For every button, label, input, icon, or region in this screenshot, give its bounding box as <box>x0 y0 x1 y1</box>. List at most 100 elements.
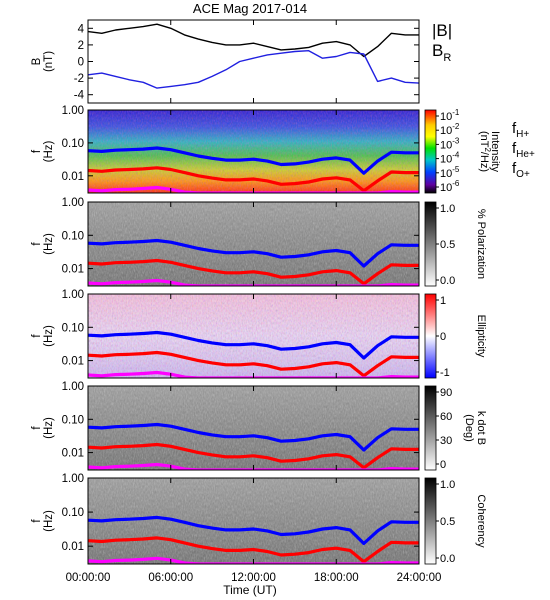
colorbar-tick-exponent: -2 <box>452 122 460 131</box>
y-axis-unit: (Hz) <box>43 417 55 439</box>
gyrofrequency-legend: fH+fHe+fO+ <box>512 120 535 180</box>
panel-intensity: 1.00 0.10 0.01 f (Hz) 10-110-210-310-410-510-… <box>31 105 501 194</box>
colorbar-tick-label: -1 <box>440 367 450 379</box>
y-tick-label: 0.10 <box>62 322 84 334</box>
y-axis-unit: (Hz) <box>43 233 55 255</box>
colorbar-unit: (nT2/Hz) <box>478 131 492 172</box>
x-tick-label: 06:00:00 <box>148 572 193 584</box>
gyrofrequency-line-fHe <box>88 442 419 470</box>
gyrofrequency-line-fH <box>88 422 419 452</box>
gyrofrequency-line-fO <box>88 556 419 564</box>
y-tick-label: 0.10 <box>62 414 84 426</box>
series-line-b-radial <box>88 50 419 89</box>
colorbar-tick-label: 10-4 <box>440 151 460 166</box>
colorbar-tick-label: 0.5 <box>440 239 455 251</box>
colorbar-tick-label: 30 <box>440 435 452 447</box>
legend-gyro-heplus: fHe+ <box>512 140 535 160</box>
y-axis-unit: (nT) <box>43 51 55 72</box>
gyrofrequency-line-fO <box>88 370 419 378</box>
y-tick-label: 0.01 <box>62 171 84 183</box>
y-axis-label: f <box>31 334 43 338</box>
colorbar-tick-label: 1.0 <box>440 203 455 215</box>
colorbar-label: Coherency <box>475 494 487 548</box>
x-tick-label: 00:00:00 <box>66 572 111 584</box>
panel-field: 4 2 0 -2 -4 B (nT) <box>31 19 420 104</box>
colorbar-tick-exponent: -1 <box>452 108 460 117</box>
colorbar <box>424 293 437 379</box>
colorbar-tick-label: 10-6 <box>440 179 460 194</box>
plot-area <box>88 23 419 89</box>
y-axis-label: B <box>31 57 43 65</box>
figure-title: ACE Mag 2017-014 <box>193 1 307 16</box>
gyrofrequency-line-fH <box>88 146 419 175</box>
y-tick-label: -2 <box>74 73 84 85</box>
panel-polarization: 1.00 0.10 0.01 f (Hz) 1.0 0.5 0.0 % Polarization <box>31 197 487 287</box>
colorbar-tick-label: 10-5 <box>440 165 460 180</box>
x-tick-label: 12:00:00 <box>231 572 276 584</box>
field-legend: |B|BR <box>432 21 452 64</box>
legend-gyro-hplus: fH+ <box>512 120 529 140</box>
y-tick-label: 1.00 <box>62 473 84 485</box>
legend-gyro-oplus: fO+ <box>512 160 530 180</box>
colorbar-tick-exponent: -6 <box>452 179 460 188</box>
x-axis-label: Time (UT) <box>223 583 277 597</box>
colorbar-label: Intensity <box>489 131 501 172</box>
colorbar-tick-label: 0 <box>440 331 446 343</box>
legend-gyro-subscript: H+ <box>516 129 529 140</box>
plot-frame <box>87 19 420 104</box>
gyrofrequency-line-fO <box>88 278 419 286</box>
colorbar-tick-label: 0.5 <box>440 516 455 528</box>
colorbar-tick-label: 10-2 <box>440 122 460 137</box>
y-axis-label: f <box>31 149 43 153</box>
y-tick-label: -4 <box>74 90 85 102</box>
colorbar <box>424 477 437 565</box>
colorbar-tick-exponent: -3 <box>452 136 460 145</box>
plot-area <box>88 202 419 286</box>
gyrofrequency-line-fH <box>88 238 419 268</box>
colorbar-tick-label: 1 <box>440 295 446 307</box>
y-tick-label: 2 <box>78 40 84 52</box>
y-tick-label: 0.10 <box>62 138 84 150</box>
gyrofrequency-line-fHe <box>88 350 419 378</box>
x-tick-label: 18:00:00 <box>314 572 359 584</box>
y-tick-label: 0.10 <box>62 507 84 519</box>
plot-area <box>88 478 419 564</box>
y-tick-label: 4 <box>78 23 85 35</box>
y-tick-label: 0.01 <box>62 541 84 553</box>
legend-b-radial-subscript: R <box>443 52 451 64</box>
colorbar-tick-exponent: -4 <box>452 151 460 160</box>
legend-b-radial: BR <box>432 41 451 64</box>
y-tick-label: 0.01 <box>62 448 84 460</box>
plot-area <box>88 386 419 470</box>
x-axis: 00:00:00 06:00:00 12:00:00 18:00:00 24:00:00… <box>66 572 442 597</box>
legend-gyro-subscript: He+ <box>516 149 535 160</box>
legend-b-magnitude: |B| <box>432 21 452 40</box>
panel-coherency: 1.00 0.10 0.01 f (Hz) 1.0 0.5 0.0 Coherency <box>31 473 487 565</box>
legend-gyro-subscript: O+ <box>516 169 530 180</box>
y-tick-label: 1.00 <box>62 381 84 393</box>
colorbar-unit: (Deg) <box>463 414 475 442</box>
series-line-b-magnitude <box>88 23 419 58</box>
plot-area <box>88 110 419 193</box>
y-tick-label: 1.00 <box>62 197 84 209</box>
y-tick-label: 0.01 <box>62 356 84 368</box>
colorbar <box>424 385 437 471</box>
gyrofrequency-line-fO <box>88 185 419 193</box>
x-tick-label: 24:00:00 <box>397 572 442 584</box>
gyrofrequency-line-fH <box>88 330 419 360</box>
y-axis-unit: (Hz) <box>43 325 55 347</box>
y-axis-label: f <box>31 519 43 523</box>
gyrofrequency-line-fHe <box>88 166 419 193</box>
colorbar-label: Ellipticity <box>475 315 487 358</box>
colorbar-tick-label: 10-3 <box>440 136 460 151</box>
y-tick-label: 1.00 <box>62 289 84 301</box>
y-tick-label: 1.00 <box>62 105 84 117</box>
y-axis-label: f <box>31 426 43 430</box>
colorbar <box>424 109 437 194</box>
colorbar-tick-label: 0.0 <box>440 553 455 565</box>
panel-kdotb: 1.00 0.10 0.01 f (Hz) 90 60 30 0 k dot B(Deg) <box>31 381 487 471</box>
y-tick-label: 0.10 <box>62 230 84 242</box>
colorbar-tick-label: 1.0 <box>440 479 455 491</box>
colorbar-label: k dot B <box>475 411 487 445</box>
